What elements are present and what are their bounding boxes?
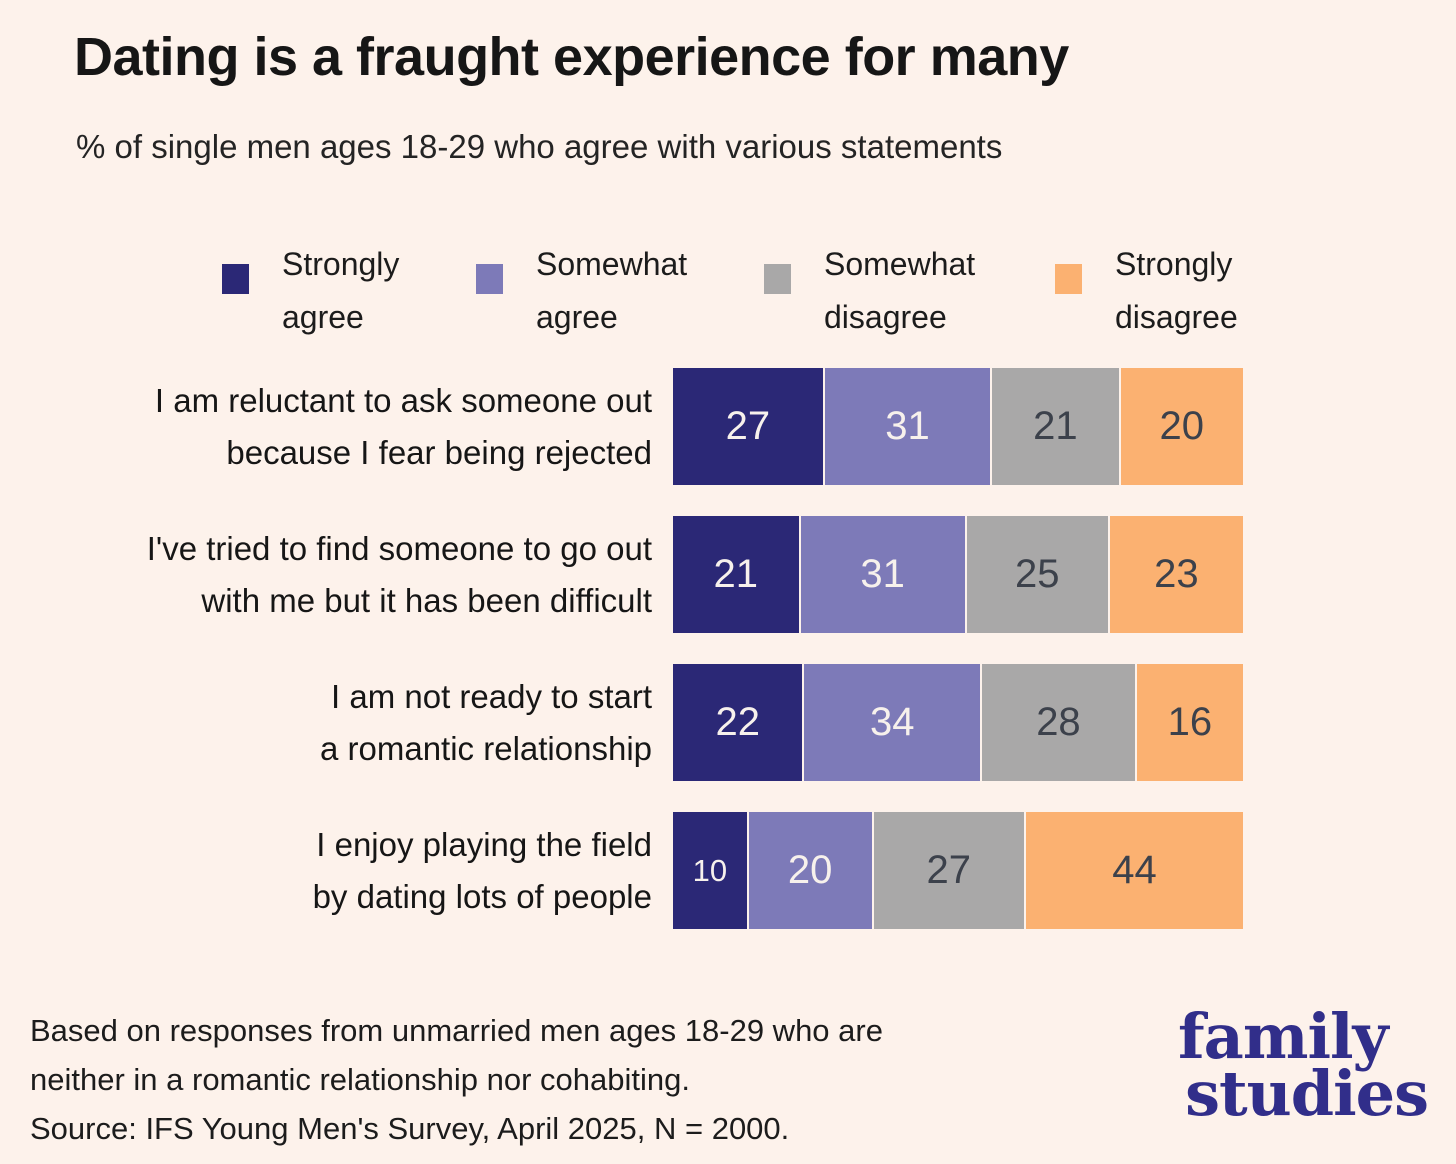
bar-segment-value: 31 [885,404,930,448]
chart-subtitle: % of single men ages 18-29 who agree wit… [76,128,1003,165]
chart-row: I enjoy playing the field by dating lots … [0,812,1456,929]
bar-segment-value: 16 [1167,700,1213,744]
row-label-line: because I fear being rejected [226,433,652,471]
legend-item: Somewhat disagree [764,238,1004,344]
bar-segment: 27 [673,368,823,485]
bar-segment: 34 [804,664,981,781]
legend-swatch-icon [476,264,503,294]
bar-segment: 44 [1025,812,1243,929]
row-label-line: by dating lots of people [312,877,652,915]
legend-label: Strongly agree [282,246,400,335]
bar-segment-value: 27 [725,404,771,448]
legend-item: Strongly agree [222,238,462,344]
logo-word-studies: studies [1185,1057,1429,1130]
bar-segment: 28 [982,664,1135,781]
bar-segment: 27 [873,812,1024,929]
logo-word-family: family [1178,1000,1389,1073]
row-label: I am not ready to start a romantic relati… [0,664,673,781]
bar-segment-value: 25 [1014,552,1060,596]
bar-segment: 31 [800,516,965,633]
chart-title: Dating is a fraught experience for many [74,27,1069,87]
row-label: I've tried to find someone to go out with… [0,516,673,633]
page: Dating is a fraught experience for many … [0,26,1456,1164]
bar-segment: 25 [966,516,1108,633]
chart-row: I've tried to find someone to go out with… [0,516,1456,633]
bar-segment: 20 [1120,368,1243,485]
bar-segment-value: 27 [926,848,972,892]
bar-segment-value: 21 [1033,404,1078,448]
bar-segment: 22 [673,664,803,781]
legend: Strongly agree Somewhat agree Somewhat dis… [0,238,1456,368]
legend-swatch-icon [764,264,791,294]
family-studies-logo: family studies [1178,1000,1429,1130]
footnote-line: neither in a romantic relationship nor c… [30,1062,690,1097]
bar-segment: 21 [673,516,799,633]
bar-segment-value: 28 [1036,700,1081,744]
row-label: I am reluctant to ask someone out because… [0,368,673,485]
row-label-line: I am not ready to start [331,677,652,715]
bar-segment: 21 [992,368,1119,485]
row-label-line: I've tried to find someone to go out [146,529,652,567]
stacked-bar: 10 20 27 44 [673,812,1243,929]
bar-segment: 16 [1136,664,1243,781]
bar-segment-value: 44 [1112,848,1157,892]
row-label-line: a romantic relationship [320,729,652,767]
row-label-line: I am reluctant to ask someone out [154,381,652,419]
bar-segment-value: 34 [870,700,915,744]
bar-segment-value: 23 [1154,552,1199,596]
stacked-bar: 22 34 28 16 [673,664,1243,781]
legend-label: Strongly disagree [1115,246,1238,335]
bar-segment-value: 20 [1159,404,1205,448]
legend-label: Somewhat disagree [824,246,976,335]
legend-swatch-icon [1055,264,1082,294]
stacked-bar: 21 31 25 23 [673,516,1243,633]
footnote-line: Based on responses from unmarried men ag… [30,1013,883,1048]
row-label-line: with me but it has been difficult [201,581,652,619]
legend-label: Somewhat agree [536,246,688,335]
stacked-bar-chart: I am reluctant to ask someone out because… [0,368,1456,929]
chart-row: I am reluctant to ask someone out because… [0,368,1456,485]
legend-item: Somewhat agree [476,238,716,344]
bar-segment-value: 10 [692,852,728,888]
legend-swatch-icon [222,264,249,294]
stacked-bar: 27 31 21 20 [673,368,1243,485]
bar-segment-value: 20 [787,848,833,892]
chart-row: I am not ready to start a romantic relati… [0,664,1456,781]
bar-segment-value: 21 [713,552,759,596]
legend-item: Strongly disagree [1055,238,1295,344]
row-label: I enjoy playing the field by dating lots … [0,812,673,929]
bar-segment-value: 22 [715,700,760,744]
bar-segment: 20 [748,812,872,929]
row-label-line: I enjoy playing the field [316,825,652,863]
bar-segment-value: 31 [860,552,905,596]
bar-segment: 10 [673,812,747,929]
footnote: Based on responses from unmarried men ag… [30,1006,1456,1153]
bar-segment: 23 [1109,516,1243,633]
bar-segment: 31 [824,368,991,485]
